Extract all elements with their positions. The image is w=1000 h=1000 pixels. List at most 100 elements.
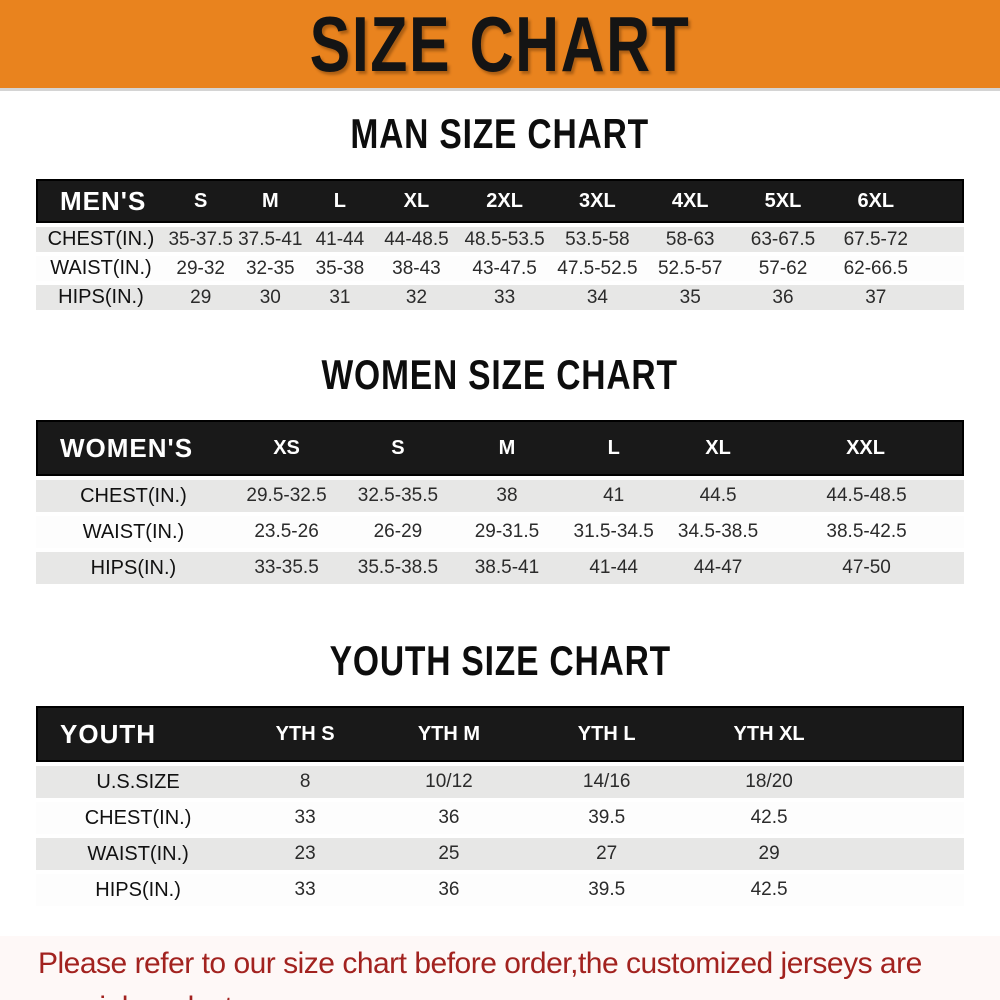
size-column-header: XL — [667, 420, 770, 476]
row-label: HIPS(IN.) — [36, 874, 241, 906]
size-cell: 36 — [370, 874, 528, 906]
filler-cell — [852, 838, 964, 870]
header-row: YOUTH YTH S YTH M YTH L YTH XL — [36, 706, 964, 762]
size-column-header: 4XL — [643, 179, 737, 223]
size-cell: 38.5-41 — [453, 552, 561, 584]
table-row: CHEST(IN.) 29.5-32.5 32.5-35.5 38 41 44.5 44.5… — [36, 480, 964, 512]
filler-cell — [852, 706, 964, 762]
size-cell: 32.5-35.5 — [342, 480, 454, 512]
size-cell: 67.5-72 — [829, 227, 923, 252]
size-column-header: S — [165, 179, 236, 223]
row-label: CHEST(IN.) — [36, 227, 166, 252]
filler-cell — [852, 766, 964, 798]
size-cell: 29-32 — [165, 256, 236, 281]
size-column-header: YTH L — [527, 706, 686, 762]
size-cell: 63-67.5 — [736, 227, 830, 252]
header-row: WOMEN'S XS S M L XL XXL — [36, 420, 964, 476]
size-column-header: XXL — [769, 420, 964, 476]
size-cell: 44.5-48.5 — [769, 480, 964, 512]
size-cell: 10/12 — [370, 766, 528, 798]
size-cell: 23.5-26 — [230, 516, 343, 548]
size-cell: 18/20 — [685, 766, 853, 798]
size-cell: 38 — [453, 480, 561, 512]
size-column-header: XL — [374, 179, 459, 223]
size-cell: 35-37.5 — [165, 227, 236, 252]
row-label: WAIST(IN.) — [36, 256, 166, 281]
man-section-title: MAN SIZE CHART — [350, 110, 650, 157]
filler-cell — [922, 285, 964, 310]
size-cell: 42.5 — [685, 874, 853, 906]
size-cell: 29 — [685, 838, 853, 870]
size-column-header: 3XL — [551, 179, 644, 223]
size-column-header: XS — [230, 420, 343, 476]
size-column-header: YTH XL — [685, 706, 853, 762]
size-cell: 29 — [165, 285, 236, 310]
size-cell: 33 — [240, 874, 371, 906]
size-cell: 34 — [551, 285, 644, 310]
size-cell: 57-62 — [736, 256, 830, 281]
table-row: CHEST(IN.) 35-37.5 37.5-41 41-44 44-48.5 48.5… — [36, 227, 964, 252]
youth-size-table: YOUTH YTH S YTH M YTH L YTH XL U.S.SIZE 8 10/12… — [36, 702, 964, 910]
table-row: HIPS(IN.) 29 30 31 32 33 34 35 36 37 — [36, 285, 964, 310]
size-cell: 42.5 — [685, 802, 853, 834]
size-cell: 38.5-42.5 — [769, 516, 964, 548]
size-column-header: L — [560, 420, 668, 476]
table-row: U.S.SIZE 8 10/12 14/16 18/20 — [36, 766, 964, 798]
size-cell: 8 — [240, 766, 371, 798]
header-row: MEN'S S M L XL 2XL 3XL 4XL 5XL 6XL — [36, 179, 964, 223]
size-cell: 31 — [305, 285, 375, 310]
size-cell: 32 — [374, 285, 459, 310]
size-cell: 14/16 — [527, 766, 686, 798]
size-cell: 33 — [458, 285, 551, 310]
size-cell: 33-35.5 — [230, 552, 343, 584]
filler-cell — [922, 179, 964, 223]
size-cell: 29-31.5 — [453, 516, 561, 548]
table-row: HIPS(IN.) 33-35.5 35.5-38.5 38.5-41 41-44 44-… — [36, 552, 964, 584]
size-cell: 53.5-58 — [551, 227, 644, 252]
size-cell: 31.5-34.5 — [560, 516, 668, 548]
size-column-header: 2XL — [458, 179, 551, 223]
size-cell: 27 — [527, 838, 686, 870]
size-column-header: M — [453, 420, 561, 476]
size-cell: 41-44 — [560, 552, 668, 584]
group-label: WOMEN'S — [36, 420, 231, 476]
table-row: HIPS(IN.) 33 36 39.5 42.5 — [36, 874, 964, 906]
banner: SIZE CHART — [0, 0, 1000, 91]
youth-section-title: YOUTH SIZE CHART — [329, 637, 671, 684]
filler-cell — [922, 256, 964, 281]
size-cell: 34.5-38.5 — [667, 516, 770, 548]
group-label: MEN'S — [36, 179, 166, 223]
size-cell: 41 — [560, 480, 668, 512]
size-column-header: YTH M — [370, 706, 528, 762]
row-label: WAIST(IN.) — [36, 516, 231, 548]
row-label: U.S.SIZE — [36, 766, 241, 798]
table-row: WAIST(IN.) 23 25 27 29 — [36, 838, 964, 870]
size-column-header: L — [305, 179, 375, 223]
size-column-header: YTH S — [240, 706, 371, 762]
size-cell: 30 — [235, 285, 306, 310]
size-cell: 44-47 — [667, 552, 770, 584]
women-size-table: WOMEN'S XS S M L XL XXL CHEST(IN.) 29.5-32.5 32.5… — [36, 416, 964, 588]
filler-cell — [852, 874, 964, 906]
size-cell: 48.5-53.5 — [458, 227, 551, 252]
size-cell: 32-35 — [235, 256, 306, 281]
row-label: CHEST(IN.) — [36, 480, 231, 512]
size-cell: 35-38 — [305, 256, 375, 281]
size-cell: 58-63 — [643, 227, 737, 252]
row-label: HIPS(IN.) — [36, 552, 231, 584]
group-label: YOUTH — [36, 706, 241, 762]
size-cell: 36 — [370, 802, 528, 834]
size-cell: 52.5-57 — [643, 256, 737, 281]
size-cell: 37 — [829, 285, 923, 310]
size-column-header: 5XL — [736, 179, 830, 223]
disclaimer: Please refer to our size chart before or… — [0, 936, 1000, 1000]
size-column-header: S — [342, 420, 454, 476]
size-cell: 29.5-32.5 — [230, 480, 343, 512]
size-cell: 43-47.5 — [458, 256, 551, 281]
disclaimer-line-1: Please refer to our size chart before or… — [38, 947, 922, 1000]
man-size-table: MEN'S S M L XL 2XL 3XL 4XL 5XL 6XL CHEST(IN.) 35-37… — [36, 175, 964, 314]
size-cell: 41-44 — [305, 227, 375, 252]
size-column-header: M — [235, 179, 306, 223]
size-cell: 62-66.5 — [829, 256, 923, 281]
